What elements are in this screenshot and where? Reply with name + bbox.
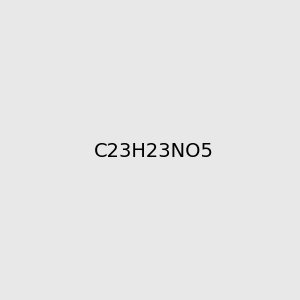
Text: C23H23NO5: C23H23NO5 xyxy=(94,142,214,161)
